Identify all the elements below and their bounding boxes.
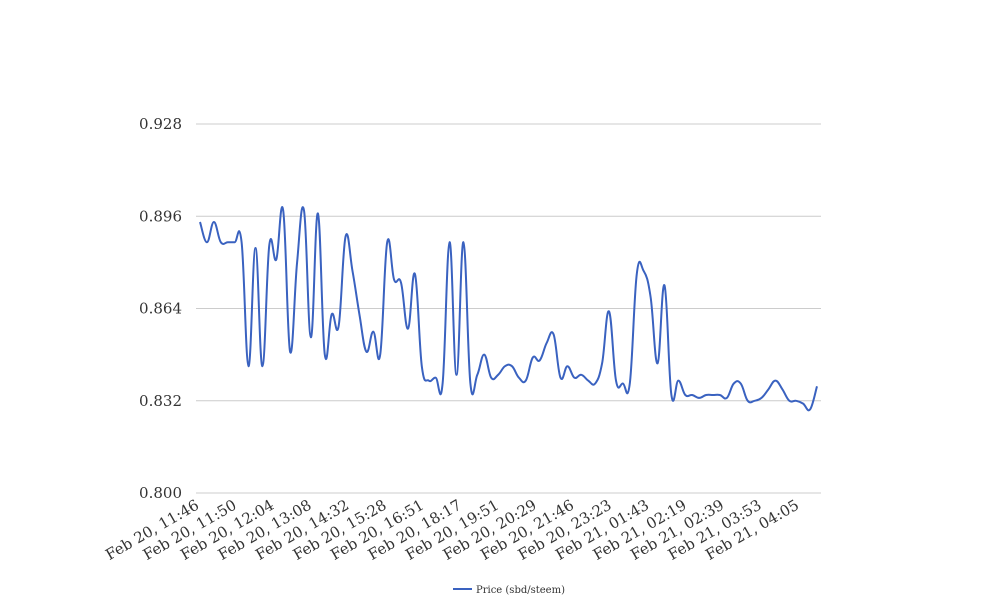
- series-lines: [199, 206, 818, 412]
- y-tick-label: 0.896: [139, 207, 182, 225]
- y-tick-label: 0.864: [139, 300, 182, 318]
- y-tick-label: 0.800: [139, 484, 182, 502]
- legend[interactable]: Price (sbd/steem): [453, 585, 565, 596]
- y-axis-ticks: 0.928 0.896 0.864 0.832 0.800: [139, 115, 182, 502]
- gridlines: [196, 123, 821, 494]
- y-tick-label: 0.832: [139, 392, 182, 410]
- legend-label[interactable]: Price (sbd/steem): [476, 585, 565, 596]
- series-line-price: [199, 206, 818, 412]
- y-tick-label: 0.928: [139, 115, 182, 133]
